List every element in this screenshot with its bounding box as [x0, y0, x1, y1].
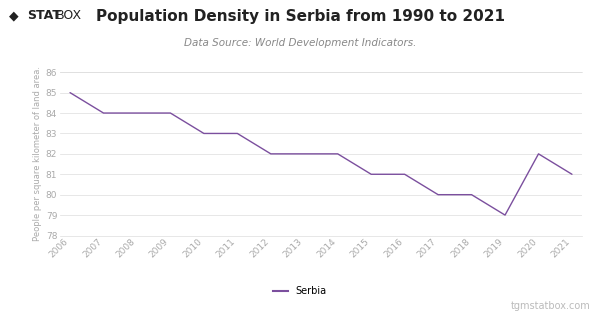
Text: STAT: STAT	[27, 9, 61, 22]
Text: Population Density in Serbia from 1990 to 2021: Population Density in Serbia from 1990 t…	[95, 9, 505, 24]
Text: Data Source: World Development Indicators.: Data Source: World Development Indicator…	[184, 38, 416, 48]
Y-axis label: People per square kilometer of land area.: People per square kilometer of land area…	[32, 66, 41, 241]
Legend: Serbia: Serbia	[269, 282, 331, 300]
Text: ◆: ◆	[9, 9, 19, 22]
Text: BOX: BOX	[56, 9, 82, 22]
Text: tgmstatbox.com: tgmstatbox.com	[511, 301, 591, 311]
